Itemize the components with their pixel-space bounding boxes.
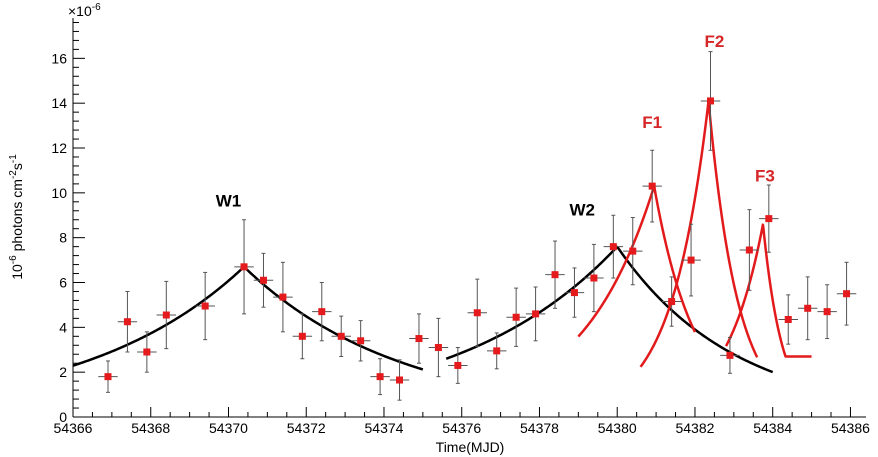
data-point [590,274,598,282]
y-axis-title: 10-6 photons cm-2s-1 [8,154,25,280]
axes: 54366 54368 54370 54372 54374 54376 54378 54380… [51,18,870,436]
data-point [570,289,578,297]
data-point [804,304,812,312]
y-axis-multiplier: ×10-6 [68,2,101,19]
data-point [745,246,753,254]
x-tick-label: 54368 [131,420,170,436]
data-point [707,97,715,105]
data-point [843,290,851,298]
y-tick-label: 6 [59,275,67,291]
data-point [240,263,248,271]
data-point [687,256,695,264]
y-tick-label: 14 [51,95,67,111]
y-tick-label: 12 [51,140,67,156]
data-point [551,271,559,279]
y-tick-label: 16 [51,50,67,66]
x-tick-label: 54378 [520,420,559,436]
fit-curve-f3 [724,223,813,358]
data-point [823,308,831,316]
data-points [104,97,851,384]
label-w1: W1 [216,191,242,210]
y-tick-label: 0 [59,409,67,425]
fit-curve-f1 [577,184,697,338]
data-point [493,347,501,355]
data-point [668,298,676,306]
data-point [104,373,112,381]
x-tick-label: 54372 [287,420,326,436]
annotations: W1 W2 F1 F2 F3 [216,32,775,219]
data-point [512,313,520,321]
data-point [726,351,734,359]
data-point [396,376,404,384]
data-point [259,276,267,284]
data-point [376,373,384,381]
data-point [454,361,462,369]
fit-curves [72,101,813,374]
data-point [473,309,481,317]
x-tick-label: 54366 [54,420,93,436]
fit-curve-f2 [639,101,759,368]
data-point [201,302,209,310]
label-f1: F1 [642,113,662,132]
data-point [123,318,131,326]
label-f2: F2 [704,32,724,51]
x-tick-label: 54376 [442,420,481,436]
x-tick-label: 54382 [675,420,714,436]
data-point [357,337,365,345]
y-tick-label: 10 [51,185,67,201]
x-tick-label: 54386 [831,420,870,436]
label-f3: F3 [755,167,775,186]
data-point [784,315,792,323]
data-point [318,308,326,316]
data-point [434,344,442,352]
error-bars [98,51,857,401]
data-point [629,247,637,255]
data-point [143,348,151,356]
data-point [648,182,656,190]
fit-curve-w2 [445,245,774,374]
data-point [609,243,617,251]
fit-curve-w1 [72,265,424,371]
data-point [162,311,170,319]
x-tick-label: 54380 [598,420,637,436]
label-w2: W2 [569,200,595,219]
data-point [765,215,773,223]
data-point [415,335,423,343]
x-tick-label: 54374 [365,420,404,436]
y-tick-label: 8 [59,230,67,246]
x-tick-label: 54370 [209,420,248,436]
x-tick-label: 54384 [753,420,792,436]
data-point [532,310,540,318]
x-axis-title: Time(MJD) [436,439,505,455]
y-tick-label: 2 [59,364,67,380]
data-point [337,332,345,340]
data-point [298,332,306,340]
y-tick-label: 4 [59,319,67,335]
data-point [279,293,287,301]
